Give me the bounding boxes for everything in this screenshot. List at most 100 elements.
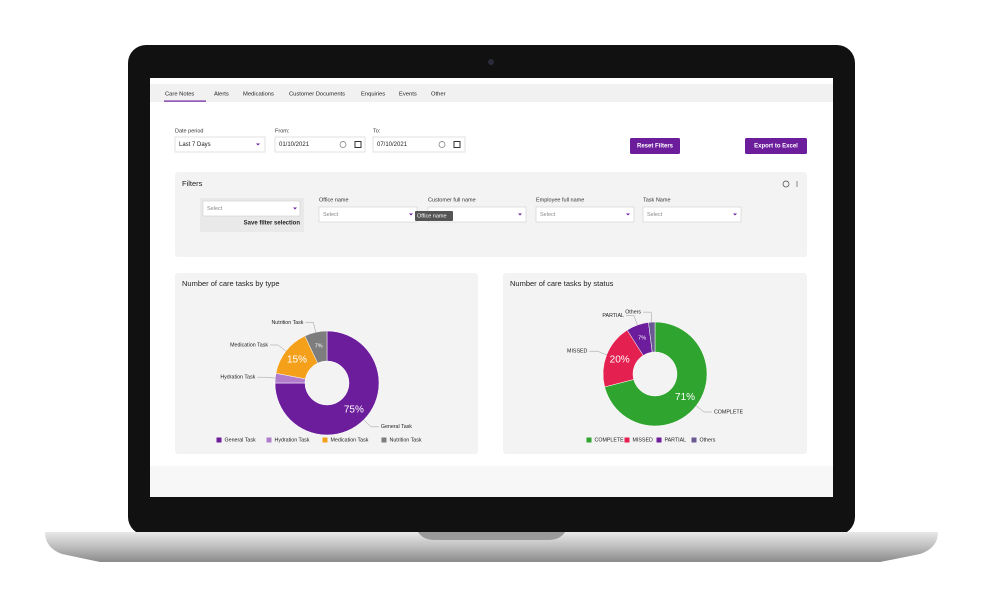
chart-title: Number of care tasks by type [182,279,280,288]
date-value: 01/10/2021 [279,142,310,148]
menu-dot[interactable] [796,181,798,183]
button-label: Export to Excel [754,144,798,150]
legend-swatch [266,437,272,443]
camera [488,59,494,65]
clear-icon[interactable] [438,141,446,148]
legend-label: General Task [225,437,256,443]
info-icon[interactable] [782,180,790,188]
filter-label: Customer full name [428,197,476,203]
legend-label: Nutrition Task [390,437,422,443]
donut-slice [304,330,328,364]
calendar-icon[interactable] [453,141,461,148]
screen-footer [150,466,833,497]
reset-button[interactable] [630,138,680,154]
tab-underline [164,100,206,102]
tab[interactable]: Alerts [214,92,229,98]
filter-label: Employee full name [536,197,584,203]
caret [733,213,737,216]
leader-line [257,376,276,379]
label: To: [373,128,381,134]
legend-swatch [381,437,387,443]
value-label: 15% [287,354,307,365]
menu-dot [796,185,798,187]
callout-label: Hydration Task [220,375,255,381]
chart-title: Number of care tasks by status [510,279,614,288]
legend-swatch [624,437,630,443]
filter-label: Task Name [643,197,671,203]
label: From: [275,128,290,134]
date-input[interactable] [274,136,366,153]
caret [256,143,260,146]
tab[interactable]: Care Notes [165,92,194,98]
leader-line [270,344,287,352]
value-label: 20% [610,355,630,366]
tab[interactable]: Enquiries [361,92,385,98]
caret [293,207,297,210]
chart-panel [175,273,478,454]
placeholder: Select [647,212,663,218]
legend-label: Medication Task [331,437,369,443]
callout-label: COMPLETE [714,409,744,415]
legend-swatch [656,437,662,443]
date-input[interactable] [372,136,466,153]
legend-label: PARTIAL [665,437,687,443]
tooltip-text: Office name [417,213,447,219]
clear-icon[interactable] [339,141,347,148]
caret [518,213,522,216]
callout-label: PARTIAL [602,313,624,319]
tooltip [415,211,453,221]
select[interactable] [642,206,742,223]
select[interactable] [202,200,301,217]
legend-swatch [586,437,592,443]
date-value: 07/10/2021 [377,142,408,148]
tab[interactable]: Medications [243,92,274,98]
legend-label: MISSED [633,437,653,443]
legend-label: Hydration Task [275,437,310,443]
menu-dot [796,183,798,185]
tab-bar [150,84,833,102]
legend-swatch [322,437,328,443]
callout-label: General Task [381,424,412,430]
legend-label: Others [700,437,716,443]
caret [626,213,630,216]
laptop-notch [418,532,565,540]
donut-slice [274,330,380,436]
caret [409,213,413,216]
tab[interactable]: Customer Documents [289,92,345,98]
calendar-icon[interactable] [354,141,362,148]
value-label: 7% [638,336,646,342]
leader-line [643,311,652,323]
tab[interactable]: Events [399,92,417,98]
export-button[interactable] [745,138,807,154]
select[interactable] [535,206,635,223]
legend-label: COMPLETE [595,437,625,443]
chart-panel [503,273,807,454]
tab[interactable]: Other [431,92,446,98]
leader-line [589,350,607,356]
filter-label: Office name [319,197,349,203]
button-label: Reset Filters [637,144,674,150]
leader-line [695,405,712,413]
callout-label: Nutrition Task [271,320,303,326]
legend-swatch [216,437,222,443]
callout-label: Others [625,310,641,316]
placeholder: Select [323,212,339,218]
save-label[interactable]: Save filter selection [244,221,301,227]
donut-slice [604,321,708,427]
leader-line [625,315,638,326]
callout-label: MISSED [567,349,587,355]
select-value: Last 7 Days [179,142,211,148]
laptop-base [45,532,938,562]
value-label: 75% [344,405,364,416]
placeholder: Select [540,212,556,218]
callout-label: Medication Task [230,342,268,348]
value-label: 71% [675,392,695,403]
select[interactable] [174,136,266,153]
leader-line [363,419,379,428]
leader-line [305,322,316,333]
donut-slice [648,321,656,353]
value-label: 7% [315,343,323,349]
label: Date period [175,128,203,134]
legend-swatch [691,437,697,443]
